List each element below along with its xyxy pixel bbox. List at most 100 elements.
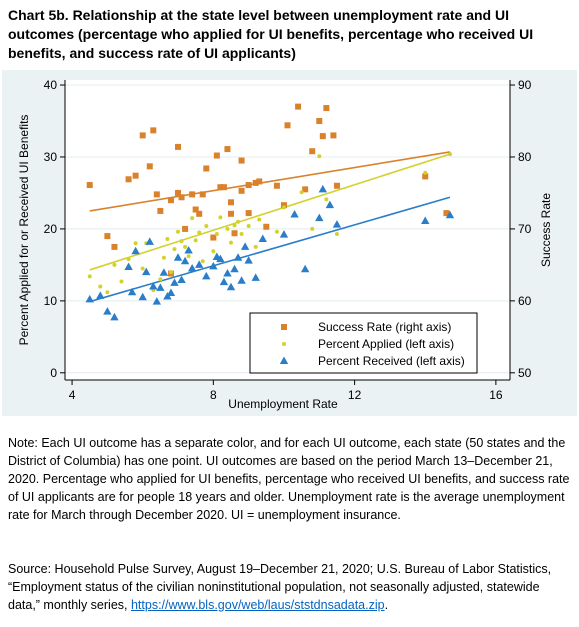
percent-applied-point [158, 277, 163, 282]
percent-applied-point [126, 257, 131, 262]
percent-received-point [445, 210, 455, 219]
y-left-tick-label: 10 [44, 294, 58, 308]
success-rate-point [280, 202, 287, 209]
percent-received-point [233, 253, 243, 261]
percent-applied-point [274, 229, 279, 234]
success-rate-point [203, 165, 210, 172]
success-rate-point [295, 103, 302, 110]
percent-received-point [318, 184, 328, 193]
chart-area: 4 8 12 16 0 10 20 30 40 50 60 70 80 90 Success Rate (… [2, 70, 577, 416]
y-left-tick-label: 30 [44, 150, 58, 164]
percent-received-point [230, 264, 239, 273]
success-rate-point [217, 184, 224, 191]
fit-lines [89, 151, 451, 303]
legend-label: Success Rate (right axis) [318, 320, 451, 334]
percent-applied-point [165, 236, 170, 241]
percent-applied-point [236, 219, 241, 224]
y-left-tick-label: 20 [44, 222, 58, 236]
percent-received-point [244, 256, 253, 264]
success-rate-point [284, 122, 291, 129]
legend-box [249, 312, 478, 374]
percent-received-point [240, 242, 250, 250]
percent-applied-point [218, 215, 223, 220]
success-rate-point [157, 207, 164, 214]
percent-received-point [421, 216, 430, 225]
y-right-tick-label: 50 [518, 366, 532, 380]
percent-received-point [85, 294, 94, 303]
percent-received-point [258, 234, 267, 242]
percent-received-point [219, 277, 229, 286]
percent-applied-point [133, 241, 138, 246]
x-tick-label: 12 [348, 388, 362, 402]
percent-applied-point [161, 255, 166, 260]
success-rate-point [175, 189, 182, 196]
legend-marker [281, 324, 287, 330]
success-rate-point [316, 118, 323, 125]
success-rate-point [309, 148, 316, 155]
percent-received-point [173, 253, 183, 261]
percent-received-point [223, 269, 232, 277]
x-tick-label: 16 [489, 388, 503, 402]
percent-received-point [216, 254, 225, 263]
percent-received-point [127, 287, 137, 296]
percent-applied-point [310, 226, 315, 231]
percent-applied-point [253, 244, 258, 249]
chart-source: Source: Household Pulse Survey, August 1… [8, 560, 574, 614]
legend-marker [279, 356, 289, 364]
success-rate-point [175, 143, 182, 150]
success-rate-point [213, 152, 220, 159]
percent-applied-point [197, 230, 202, 235]
percent-applied-point [423, 170, 428, 175]
percent-received-point [103, 307, 112, 315]
percent-applied-point [168, 270, 173, 275]
percent-applied-point [98, 284, 103, 289]
percent-applied-point [246, 224, 251, 229]
percent-received-point [226, 282, 236, 291]
percent-applied-point [140, 266, 145, 271]
percent-applied-point [214, 231, 219, 236]
success-rate-point [245, 210, 252, 217]
source-end: . [384, 598, 389, 612]
success-rate-point [199, 191, 206, 198]
y-right-tick-label: 60 [518, 294, 532, 308]
success-rate-point [330, 132, 337, 139]
percent-received-point [177, 275, 186, 283]
percent-applied-point [324, 197, 329, 202]
percent-applied-point [200, 259, 205, 264]
percent-applied-point [204, 224, 209, 229]
percent-received-point [332, 220, 342, 228]
percent-received-point [251, 273, 260, 281]
percent-received-point [325, 200, 335, 209]
percent-applied-point [239, 231, 244, 236]
percent-applied-point [172, 247, 177, 252]
fit-line [89, 196, 451, 303]
success-rate-point [132, 172, 139, 179]
percent-received-point [156, 283, 165, 291]
percent-applied-point [225, 226, 230, 231]
percent-received-point [180, 256, 190, 265]
percent-applied-point [193, 238, 198, 243]
percent-applied-point [281, 205, 286, 210]
success-rate-point [323, 105, 330, 112]
source-text: Source: Household Pulse Survey, August 1… [8, 562, 552, 612]
fit-line [89, 153, 451, 271]
legend-label: Percent Received (left axis) [318, 354, 465, 368]
percent-applied-point [87, 274, 92, 279]
scatter-chart: 4 8 12 16 0 10 20 30 40 50 60 70 80 90 Success Rate (… [17, 78, 553, 411]
percent-received-point [279, 230, 289, 238]
percent-received-point [184, 246, 193, 254]
percent-received-point [209, 261, 218, 270]
percent-received-point [138, 292, 147, 301]
success-rate-point [273, 182, 280, 189]
percent-received-point [315, 213, 324, 222]
success-rate-point [227, 210, 234, 217]
y-axis-right-label: Success Rate [539, 193, 553, 267]
success-rate-point [210, 234, 217, 241]
success-rate-point [443, 210, 450, 217]
success-rate-point [104, 233, 111, 240]
success-rate-point [150, 127, 157, 134]
source-link[interactable]: https://www.bls.gov/web/laus/ststdnsadat… [130, 598, 385, 612]
success-rate-point [256, 178, 263, 185]
percent-applied-point [228, 240, 233, 245]
success-rate-point [263, 223, 270, 230]
